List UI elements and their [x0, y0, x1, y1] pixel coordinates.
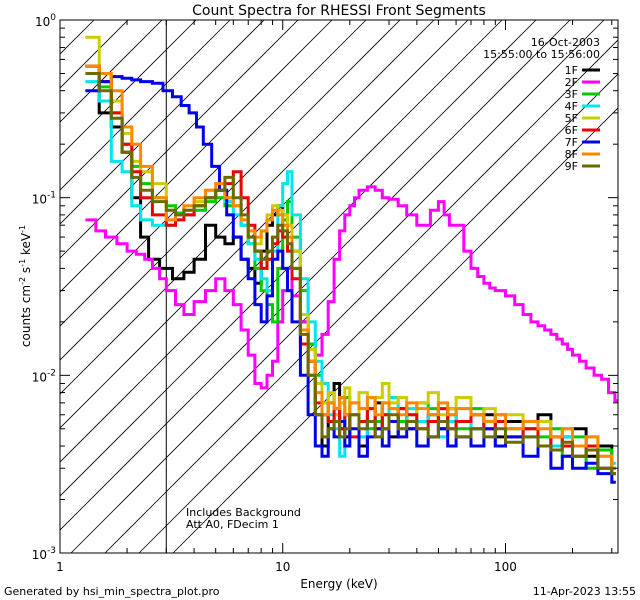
hatch-line: [60, 20, 197, 157]
hatch-line: [60, 20, 95, 55]
y-axis-label-part: s: [19, 267, 33, 277]
hatch-line: [60, 20, 401, 361]
footer-generated-by: Generated by hsi_min_spectra_plot.pro: [4, 585, 220, 598]
legend-label-9F: 9F: [565, 160, 578, 173]
annotation-background: Includes Background: [186, 506, 301, 519]
y-tick-label: 100: [35, 13, 56, 29]
footer-timestamp: 11-Apr-2023 13:55: [532, 585, 636, 598]
hatch-line: [104, 39, 618, 553]
hatch-line: [60, 20, 469, 429]
x-tick-label: 10: [275, 560, 290, 574]
annotation-attenuator: Att A0, FDecim 1: [186, 518, 279, 531]
hatch-line: [60, 20, 333, 293]
y-axis-label-exp: -1: [18, 259, 27, 267]
chart-title: Count Spectra for RHESSI Front Segments: [192, 3, 486, 19]
legend-label-7F: 7F: [565, 136, 578, 149]
x-tick-label: 100: [494, 560, 517, 574]
hatch-line: [60, 20, 503, 463]
series-lines: [85, 35, 618, 484]
y-axis-label-part: keV: [19, 232, 33, 259]
y-axis-label-part: counts cm: [19, 285, 33, 347]
series-9F-line: [85, 72, 616, 476]
hatch-line: [138, 73, 618, 553]
legend-label-1F: 1F: [565, 64, 578, 77]
plot-frame: [59, 19, 619, 554]
hatched-region: [60, 20, 618, 553]
y-tick-label: 10-2: [32, 368, 56, 384]
legend-label-5F: 5F: [565, 112, 578, 125]
axis-ticks: [59, 19, 618, 554]
hatch-line: [70, 20, 605, 553]
y-tick-label: 10-1: [32, 191, 56, 207]
legend-label-4F: 4F: [565, 100, 578, 113]
hatch-line: [60, 20, 265, 225]
y-tick-labels: 100 10-1 10-2 10-3: [32, 13, 57, 562]
hatch-line: [60, 20, 537, 497]
x-axis-label: Energy (keV): [300, 577, 377, 591]
legend-label-2F: 2F: [565, 76, 578, 89]
y-tick-label: 10-3: [32, 546, 56, 562]
series-2F-line: [85, 185, 618, 403]
hatch-line: [60, 20, 571, 531]
y-axis-label-exp: -1: [18, 225, 27, 233]
legend-label-3F: 3F: [565, 88, 578, 101]
legend-label-6F: 6F: [565, 124, 578, 137]
y-axis-label-exp: -2: [18, 277, 27, 285]
hatch-line: [172, 107, 618, 553]
x-tick-label: 1: [56, 560, 64, 574]
y-axis-label: counts cm-2 s-1 keV-1: [18, 225, 33, 347]
time-range-label: 15:55:00 to 15:56:00: [483, 48, 600, 61]
hatch-line: [60, 20, 299, 259]
hatch-line: [60, 20, 231, 191]
hatch-line: [60, 20, 163, 123]
legend-label-8F: 8F: [565, 148, 578, 161]
hatch-line: [60, 20, 367, 327]
date-label: 16-Oct-2003: [531, 36, 600, 49]
x-tick-labels: 1 10 100: [56, 560, 517, 574]
